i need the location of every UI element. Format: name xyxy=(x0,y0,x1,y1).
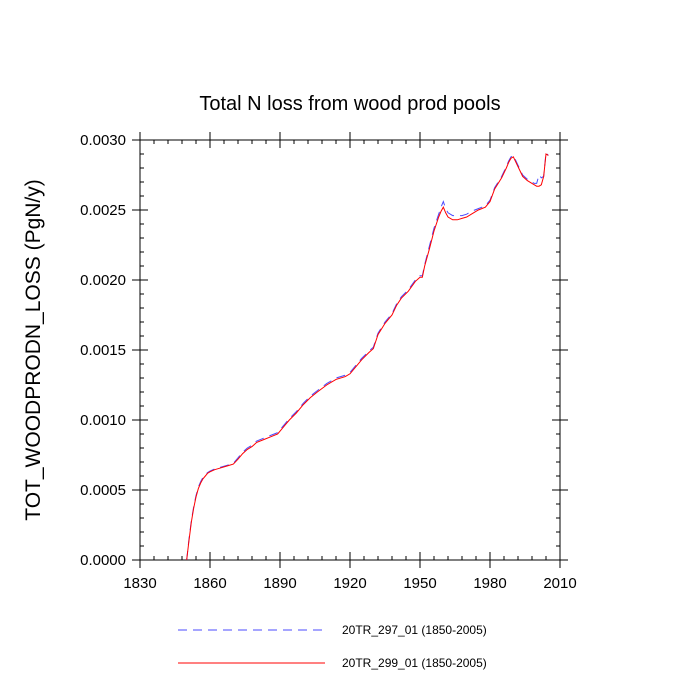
legend-label-2: 20TR_299_01 (1850-2005) xyxy=(342,656,487,670)
y-tick-label: 0.0015 xyxy=(80,342,126,359)
x-tick-label: 1860 xyxy=(193,575,226,592)
plot-area: 1830 1860 1890 1920 1950 1980 2010 0.0000 0.0005… xyxy=(80,132,577,592)
x-tick-label: 1950 xyxy=(403,575,436,592)
legend-label-1: 20TR_297_01 (1850-2005) xyxy=(342,623,487,637)
series-line-2 xyxy=(186,153,549,561)
series-line-1 xyxy=(186,151,549,561)
y-tick-label: 0.0030 xyxy=(80,132,126,149)
x-tick-label: 1980 xyxy=(473,575,506,592)
y-tick-label: 0.0025 xyxy=(80,202,126,219)
y-tick-label: 0.0005 xyxy=(80,482,126,499)
x-tick-label: 1890 xyxy=(263,575,296,592)
plot-frame xyxy=(139,139,561,561)
x-tick-label: 1920 xyxy=(333,575,366,592)
y-tick-label: 0.0010 xyxy=(80,412,126,429)
legend: 20TR_297_01 (1850-2005) 20TR_299_01 (1850… xyxy=(178,623,487,670)
y-tick-label: 0.0020 xyxy=(80,272,126,289)
y-axis-label: TOT_WOODPRODN_LOSS (PgN/y) xyxy=(22,179,45,521)
x-tick-label: 2010 xyxy=(543,575,576,592)
y-tick-label: 0.0000 xyxy=(80,552,126,569)
x-tick-label: 1830 xyxy=(123,575,156,592)
chart-title: Total N loss from wood prod pools xyxy=(199,93,500,115)
